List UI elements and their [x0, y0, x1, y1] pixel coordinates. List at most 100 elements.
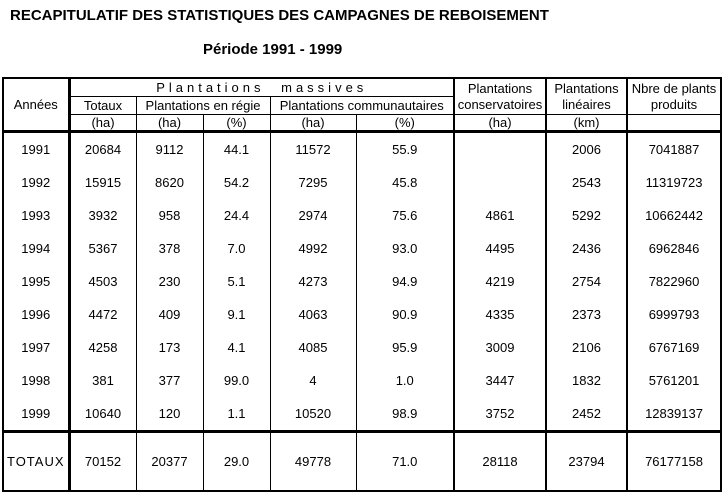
table-row-1993: 1993 3932 958 24.4 2974 75.6 4861 5292 1… — [2, 199, 722, 232]
report-period: Période 1991 - 1999 — [203, 41, 343, 58]
cell-annee: 1996 — [2, 298, 70, 331]
cell-comm-ha: 4273 — [269, 265, 357, 298]
unit-conservatoires: (ha) — [453, 114, 547, 133]
cell-plants: 6962846 — [626, 232, 722, 265]
cell-annee: 1998 — [2, 364, 70, 397]
total-regie-pct: 29.0 — [202, 430, 271, 492]
cell-annee: 1993 — [2, 199, 70, 232]
cell-regie-ha: 377 — [135, 364, 204, 397]
statistics-table: Années Plantations massives Plantations … — [2, 77, 722, 492]
cell-annee: 1992 — [2, 166, 70, 199]
col-header-plants-line2: produits — [650, 96, 698, 112]
cell-regie-pct: 1.1 — [202, 397, 271, 432]
cell-regie-pct: 44.1 — [202, 131, 271, 166]
col-header-plants-produits: Nbre de plants produits — [626, 77, 722, 115]
table-row-1992: 1992 15915 8620 54.2 7295 45.8 2543 1131… — [2, 166, 722, 199]
col-header-conservatoires-line2: conservatoires — [457, 96, 543, 112]
cell-regie-pct: 24.4 — [202, 199, 271, 232]
unit-comm-ha: (ha) — [269, 114, 357, 133]
cell-comm-pct: 93.0 — [355, 232, 455, 265]
col-header-annees: Années — [2, 77, 70, 133]
table-row-1999: 1999 10640 120 1.1 10520 98.9 3752 2452 … — [2, 397, 722, 432]
col-group-plantations-massives: Plantations massives — [67, 77, 455, 97]
totals-label: TOTAUX — [2, 430, 70, 492]
table-row-1991: 1991 20684 9112 44.1 11572 55.9 2006 704… — [2, 131, 722, 166]
unit-lineaires: (km) — [545, 114, 628, 133]
cell-plants: 10662442 — [626, 199, 722, 232]
cell-comm-pct: 45.8 — [355, 166, 455, 199]
cell-totaux: 5367 — [67, 232, 137, 265]
unit-plants — [626, 114, 722, 133]
cell-regie-ha: 378 — [135, 232, 204, 265]
cell-totaux: 10640 — [67, 397, 137, 432]
cell-comm-ha: 4085 — [269, 331, 357, 364]
cell-conservatoires: 4219 — [453, 265, 547, 298]
cell-lineaires: 2543 — [545, 166, 628, 199]
cell-comm-ha: 4992 — [269, 232, 357, 265]
cell-comm-ha: 11572 — [269, 131, 357, 166]
cell-conservatoires — [453, 166, 547, 199]
cell-regie-pct: 4.1 — [202, 331, 271, 364]
cell-conservatoires: 4861 — [453, 199, 547, 232]
col-header-lineaires: Plantations linéaires — [545, 77, 628, 115]
cell-plants: 5761201 — [626, 364, 722, 397]
total-lineaires: 23794 — [545, 430, 628, 492]
total-comm-pct: 71.0 — [355, 430, 455, 492]
cell-plants: 7041887 — [626, 131, 722, 166]
cell-lineaires: 2373 — [545, 298, 628, 331]
cell-comm-ha: 4063 — [269, 298, 357, 331]
header-row-1: Années Plantations massives Plantations … — [2, 77, 722, 133]
cell-conservatoires — [453, 131, 547, 166]
cell-comm-ha: 4 — [269, 364, 357, 397]
cell-regie-ha: 409 — [135, 298, 204, 331]
cell-conservatoires: 3752 — [453, 397, 547, 432]
report-title: RECAPITULATIF DES STATISTIQUES DES CAMPA… — [10, 7, 549, 24]
cell-comm-pct: 90.9 — [355, 298, 455, 331]
cell-totaux: 20684 — [67, 131, 137, 166]
cell-plants: 7822960 — [626, 265, 722, 298]
unit-regie-ha: (ha) — [135, 114, 204, 133]
cell-regie-pct: 99.0 — [202, 364, 271, 397]
cell-annee: 1997 — [2, 331, 70, 364]
col-header-totaux: Totaux — [67, 96, 137, 115]
header-row-units: (ha) (ha) (%) (ha) (%) (ha) (km) — [3, 114, 722, 133]
cell-regie-ha: 230 — [135, 265, 204, 298]
cell-comm-ha: 10520 — [269, 397, 357, 432]
cell-comm-pct: 55.9 — [355, 131, 455, 166]
col-header-communautaires: Plantations communautaires — [269, 96, 455, 115]
cell-lineaires: 1832 — [545, 364, 628, 397]
col-header-lineaires-line1: Plantations — [554, 80, 619, 96]
cell-annee: 1994 — [2, 232, 70, 265]
cell-conservatoires: 3447 — [453, 364, 547, 397]
cell-plants: 12839137 — [626, 397, 722, 432]
total-totaux: 70152 — [67, 430, 137, 492]
cell-plants: 6767169 — [626, 331, 722, 364]
cell-regie-ha: 9112 — [135, 131, 204, 166]
cell-plants: 11319723 — [626, 166, 722, 199]
cell-regie-pct: 7.0 — [202, 232, 271, 265]
cell-plants: 6999793 — [626, 298, 722, 331]
totals-row: TOTAUX 70152 20377 29.0 49778 71.0 28118… — [2, 430, 722, 492]
table-row-1996: 1996 4472 409 9.1 4063 90.9 4335 2373 69… — [2, 298, 722, 331]
cell-conservatoires: 4335 — [453, 298, 547, 331]
table-row-1994: 1994 5367 378 7.0 4992 93.0 4495 2436 69… — [2, 232, 722, 265]
cell-lineaires: 2754 — [545, 265, 628, 298]
col-header-conservatoires-line1: Plantations — [467, 80, 533, 96]
cell-lineaires: 2436 — [545, 232, 628, 265]
cell-comm-ha: 7295 — [269, 166, 357, 199]
total-conservatoires: 28118 — [453, 430, 547, 492]
cell-lineaires: 5292 — [545, 199, 628, 232]
table-row-1997: 1997 4258 173 4.1 4085 95.9 3009 2106 67… — [2, 331, 722, 364]
cell-comm-pct: 75.6 — [355, 199, 455, 232]
cell-regie-pct: 5.1 — [202, 265, 271, 298]
col-header-conservatoires: Plantations conservatoires — [453, 77, 547, 115]
cell-regie-ha: 173 — [135, 331, 204, 364]
cell-comm-pct: 95.9 — [355, 331, 455, 364]
cell-comm-ha: 2974 — [269, 199, 357, 232]
cell-regie-ha: 8620 — [135, 166, 204, 199]
cell-lineaires: 2006 — [545, 131, 628, 166]
unit-totaux: (ha) — [67, 114, 137, 133]
col-header-lineaires-line2: linéaires — [562, 96, 611, 112]
table-row-1998: 1998 381 377 99.0 4 1.0 3447 1832 576120… — [2, 364, 722, 397]
cell-totaux: 4472 — [67, 298, 137, 331]
